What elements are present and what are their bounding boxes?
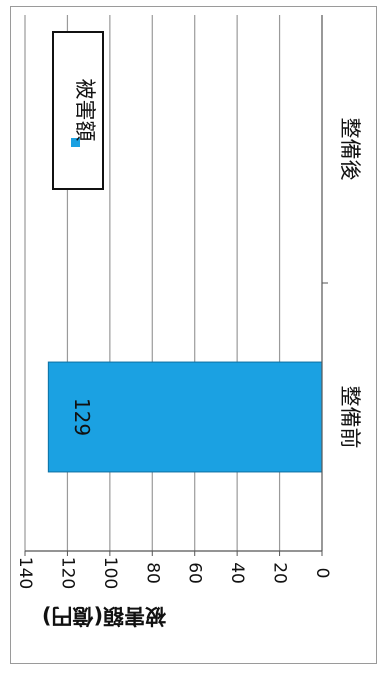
bar-data-label: 129 [70, 398, 94, 436]
value-tick-label: 40 [227, 562, 247, 584]
legend: 被害額 [52, 31, 104, 190]
value-tick-label: 0 [312, 568, 332, 579]
value-tick-labels: 0 20 40 60 80 100 120 140 [15, 557, 332, 589]
value-tick-label: 80 [142, 562, 162, 584]
axes [25, 15, 328, 552]
value-tick-label: 20 [270, 562, 290, 584]
legend-box [52, 31, 104, 190]
data-labels: 129 [70, 398, 94, 436]
value-tick-label: 140 [15, 557, 35, 589]
category-label: 整備前 [338, 386, 362, 449]
value-axis-title: 被害額(億円) [42, 604, 166, 628]
category-label: 整備後 [338, 118, 362, 181]
legend-label: 被害額 [73, 79, 97, 142]
value-tick-label: 120 [57, 557, 77, 589]
value-tick-label: 100 [100, 557, 120, 589]
legend-swatch [71, 138, 80, 147]
value-tick-label: 60 [185, 562, 205, 584]
